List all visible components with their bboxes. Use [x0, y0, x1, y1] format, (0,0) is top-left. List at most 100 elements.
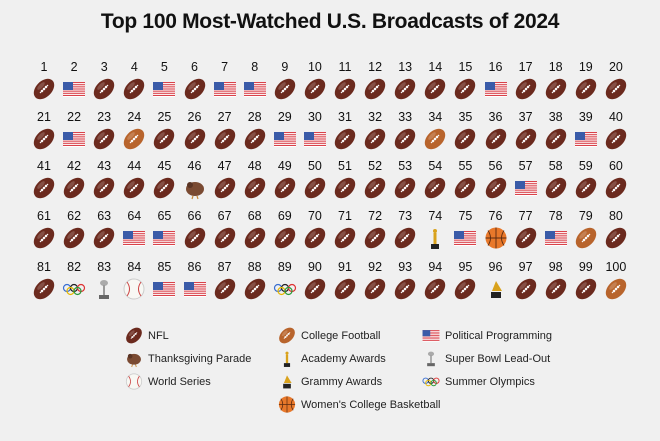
football-nfl-icon	[33, 227, 55, 249]
rank-number: 9	[281, 60, 289, 74]
rank-cell: 67	[210, 208, 240, 250]
us-flag-icon	[123, 231, 146, 246]
rank-number: 52	[368, 159, 383, 173]
football-nfl-icon	[274, 227, 295, 249]
basketball-icon	[485, 227, 506, 249]
rank-cell: 27	[210, 109, 240, 151]
football-nfl-icon	[485, 128, 506, 150]
rank-number: 73	[398, 209, 413, 223]
rank-number: 71	[338, 209, 352, 223]
football-nfl-icon	[33, 177, 55, 199]
rank-number: 20	[608, 60, 623, 74]
rank-number: 2	[70, 60, 78, 74]
rank-number: 55	[458, 159, 473, 173]
rank-cell: 64	[119, 208, 149, 250]
legend-label: World Series	[148, 375, 211, 388]
rank-cell: 38	[541, 109, 571, 151]
us-flag-icon	[213, 82, 236, 97]
football-nfl-icon	[33, 128, 55, 150]
rank-cell: 2	[59, 59, 89, 101]
rank-number: 60	[608, 159, 623, 173]
rank-number: 67	[217, 209, 232, 223]
football-college-icon	[605, 278, 627, 300]
football-nfl-icon	[334, 177, 356, 199]
football-nfl-icon	[334, 78, 356, 100]
rank-number: 41	[37, 159, 51, 173]
rank-cell: 41	[29, 158, 59, 200]
rank-cell: 51	[330, 158, 360, 200]
rank-number: 37	[518, 110, 533, 124]
rank-cell: 98	[541, 259, 571, 301]
rank-cell: 30	[300, 109, 330, 151]
rank-number: 30	[307, 110, 322, 124]
rank-cell: 33	[390, 109, 420, 151]
us-flag-icon	[153, 231, 176, 246]
football-nfl-icon	[605, 227, 627, 249]
rank-cell: 68	[240, 208, 270, 250]
rank-number: 61	[37, 209, 51, 223]
rank-number: 77	[518, 209, 533, 223]
rank-cell: 42	[59, 158, 89, 200]
rank-number: 34	[428, 110, 443, 124]
rank-number: 10	[307, 60, 322, 74]
football-nfl-icon	[515, 227, 536, 249]
football-nfl-icon	[184, 227, 205, 249]
rank-number: 46	[187, 159, 202, 173]
football-nfl-icon	[124, 78, 145, 100]
legend-item: Grammy Awards	[277, 372, 382, 391]
rank-cell: 82	[59, 259, 89, 301]
basketball-icon	[278, 396, 296, 413]
rank-number: 17	[518, 60, 533, 74]
football-nfl-icon	[304, 278, 326, 300]
rank-cell: 22	[59, 109, 89, 151]
football-nfl-icon	[93, 78, 115, 100]
trophy-icon	[427, 351, 435, 367]
rank-cell: 39	[571, 109, 601, 151]
rank-cell: 99	[571, 259, 601, 301]
rank-cell: 70	[300, 208, 330, 250]
rank-number: 62	[67, 209, 82, 223]
football-nfl-icon	[545, 177, 566, 199]
rank-cell: 71	[330, 208, 360, 250]
football-nfl-icon	[124, 177, 145, 199]
football-nfl-icon	[364, 227, 386, 249]
legend-item: College Football	[277, 326, 381, 345]
rank-number: 25	[157, 110, 172, 124]
football-nfl-icon	[214, 128, 235, 150]
rank-cell: 49	[270, 158, 300, 200]
football-nfl-icon	[274, 177, 295, 199]
football-nfl-icon	[126, 327, 142, 344]
rank-number: 39	[578, 110, 593, 124]
rank-cell: 65	[149, 208, 179, 250]
legend-label: Academy Awards	[301, 352, 386, 365]
olympic-rings-icon	[422, 377, 440, 387]
legend-label: Grammy Awards	[301, 375, 383, 388]
football-nfl-icon	[425, 177, 446, 199]
rank-number: 72	[368, 209, 383, 223]
rank-number: 27	[217, 110, 232, 124]
rank-number: 74	[428, 209, 443, 223]
us-flag-icon	[273, 132, 296, 147]
football-college-icon	[124, 128, 145, 150]
football-nfl-icon	[304, 78, 326, 100]
rank-cell: 93	[390, 259, 420, 301]
football-nfl-icon	[515, 278, 536, 300]
rank-number: 45	[157, 159, 172, 173]
football-nfl-icon	[154, 177, 175, 199]
rank-cell: 80	[601, 208, 631, 250]
rank-cell: 96	[481, 259, 511, 301]
football-nfl-icon	[364, 78, 386, 100]
rank-cell: 40	[601, 109, 631, 151]
football-nfl-icon	[33, 278, 55, 300]
rank-cell: 89	[270, 259, 300, 301]
football-nfl-icon	[364, 278, 386, 300]
rank-cell: 62	[59, 208, 89, 250]
rank-number: 56	[488, 159, 503, 173]
rank-number: 28	[247, 110, 262, 124]
rank-cell: 32	[360, 109, 390, 151]
rank-cell: 26	[180, 109, 210, 151]
rank-number: 24	[127, 110, 142, 124]
rank-number: 4	[130, 60, 138, 74]
rank-number: 98	[548, 260, 563, 274]
rank-cell: 90	[300, 259, 330, 301]
